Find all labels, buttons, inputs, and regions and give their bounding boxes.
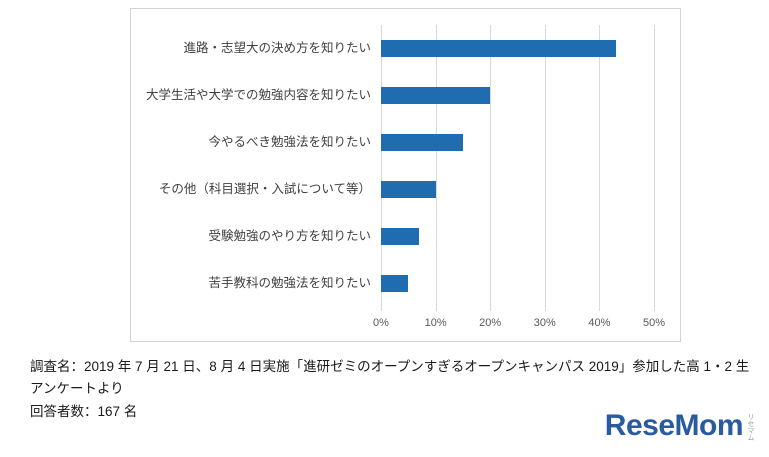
plot-area: 0% 10% 20% 30% 40% 50%: [373, 25, 665, 335]
bar-row: [381, 25, 654, 72]
category-label: 苦手教科の勉強法を知りたい: [208, 275, 371, 290]
category-label: 大学生活や大学での勉強内容を知りたい: [145, 87, 371, 102]
bar-row: [381, 260, 654, 307]
survey-caption: 調査名：2019 年 7 月 21 日、8 月 4 日実施「進研ゼミのオープンす…: [30, 356, 750, 423]
bars: [381, 25, 654, 311]
caption-line-2: 回答者数：167 名: [30, 403, 138, 419]
bar-row: [381, 72, 654, 119]
resemom-logo-text: ReseMom: [604, 409, 744, 442]
bar: [381, 181, 436, 198]
bar: [381, 134, 463, 151]
x-tick-label: 50%: [642, 317, 666, 329]
x-tick-label: 0%: [373, 317, 389, 329]
chart-grid: 進路・志望大の決め方を知りたい大学生活や大学での勉強内容を知りたい今やるべき勉強…: [137, 25, 665, 335]
gridline: [654, 25, 655, 311]
gridline: [544, 25, 546, 311]
x-tick-label: 40%: [588, 317, 611, 329]
gridline: [490, 25, 492, 311]
gridline: [599, 25, 601, 311]
gridlines: [381, 25, 655, 311]
x-tick-label: 30%: [533, 317, 556, 329]
caption-line-1: 調査名：2019 年 7 月 21 日、8 月 4 日実施「進研ゼミのオープンす…: [30, 359, 750, 397]
bar-row: [381, 166, 654, 213]
x-axis: 0% 10% 20% 30% 40% 50%: [373, 311, 665, 335]
bar: [381, 87, 491, 104]
category-label: 今やるべき勉強法を知りたい: [208, 134, 371, 149]
bar-row: [381, 213, 654, 260]
category-label: その他（科目選択・入試について等）: [158, 181, 371, 196]
category-label: 受験勉強のやり方を知りたい: [208, 228, 371, 243]
gridline: [381, 25, 382, 311]
bar: [381, 228, 420, 245]
x-tick-label: 10%: [424, 317, 447, 329]
category-labels: 進路・志望大の決め方を知りたい大学生活や大学での勉強内容を知りたい今やるべき勉強…: [137, 25, 381, 335]
bar: [381, 275, 409, 292]
gridline: [435, 25, 437, 311]
x-tick-label: 20%: [479, 317, 502, 329]
survey-bar-chart: 進路・志望大の決め方を知りたい大学生活や大学での勉強内容を知りたい今やるべき勉強…: [130, 8, 681, 342]
resemom-logo: ReseMom リセマム: [604, 409, 755, 442]
resemom-logo-subtext: リセマム: [747, 413, 754, 441]
bar: [381, 40, 616, 57]
bar-row: [381, 119, 654, 166]
category-label: 進路・志望大の決め方を知りたい: [183, 40, 371, 55]
